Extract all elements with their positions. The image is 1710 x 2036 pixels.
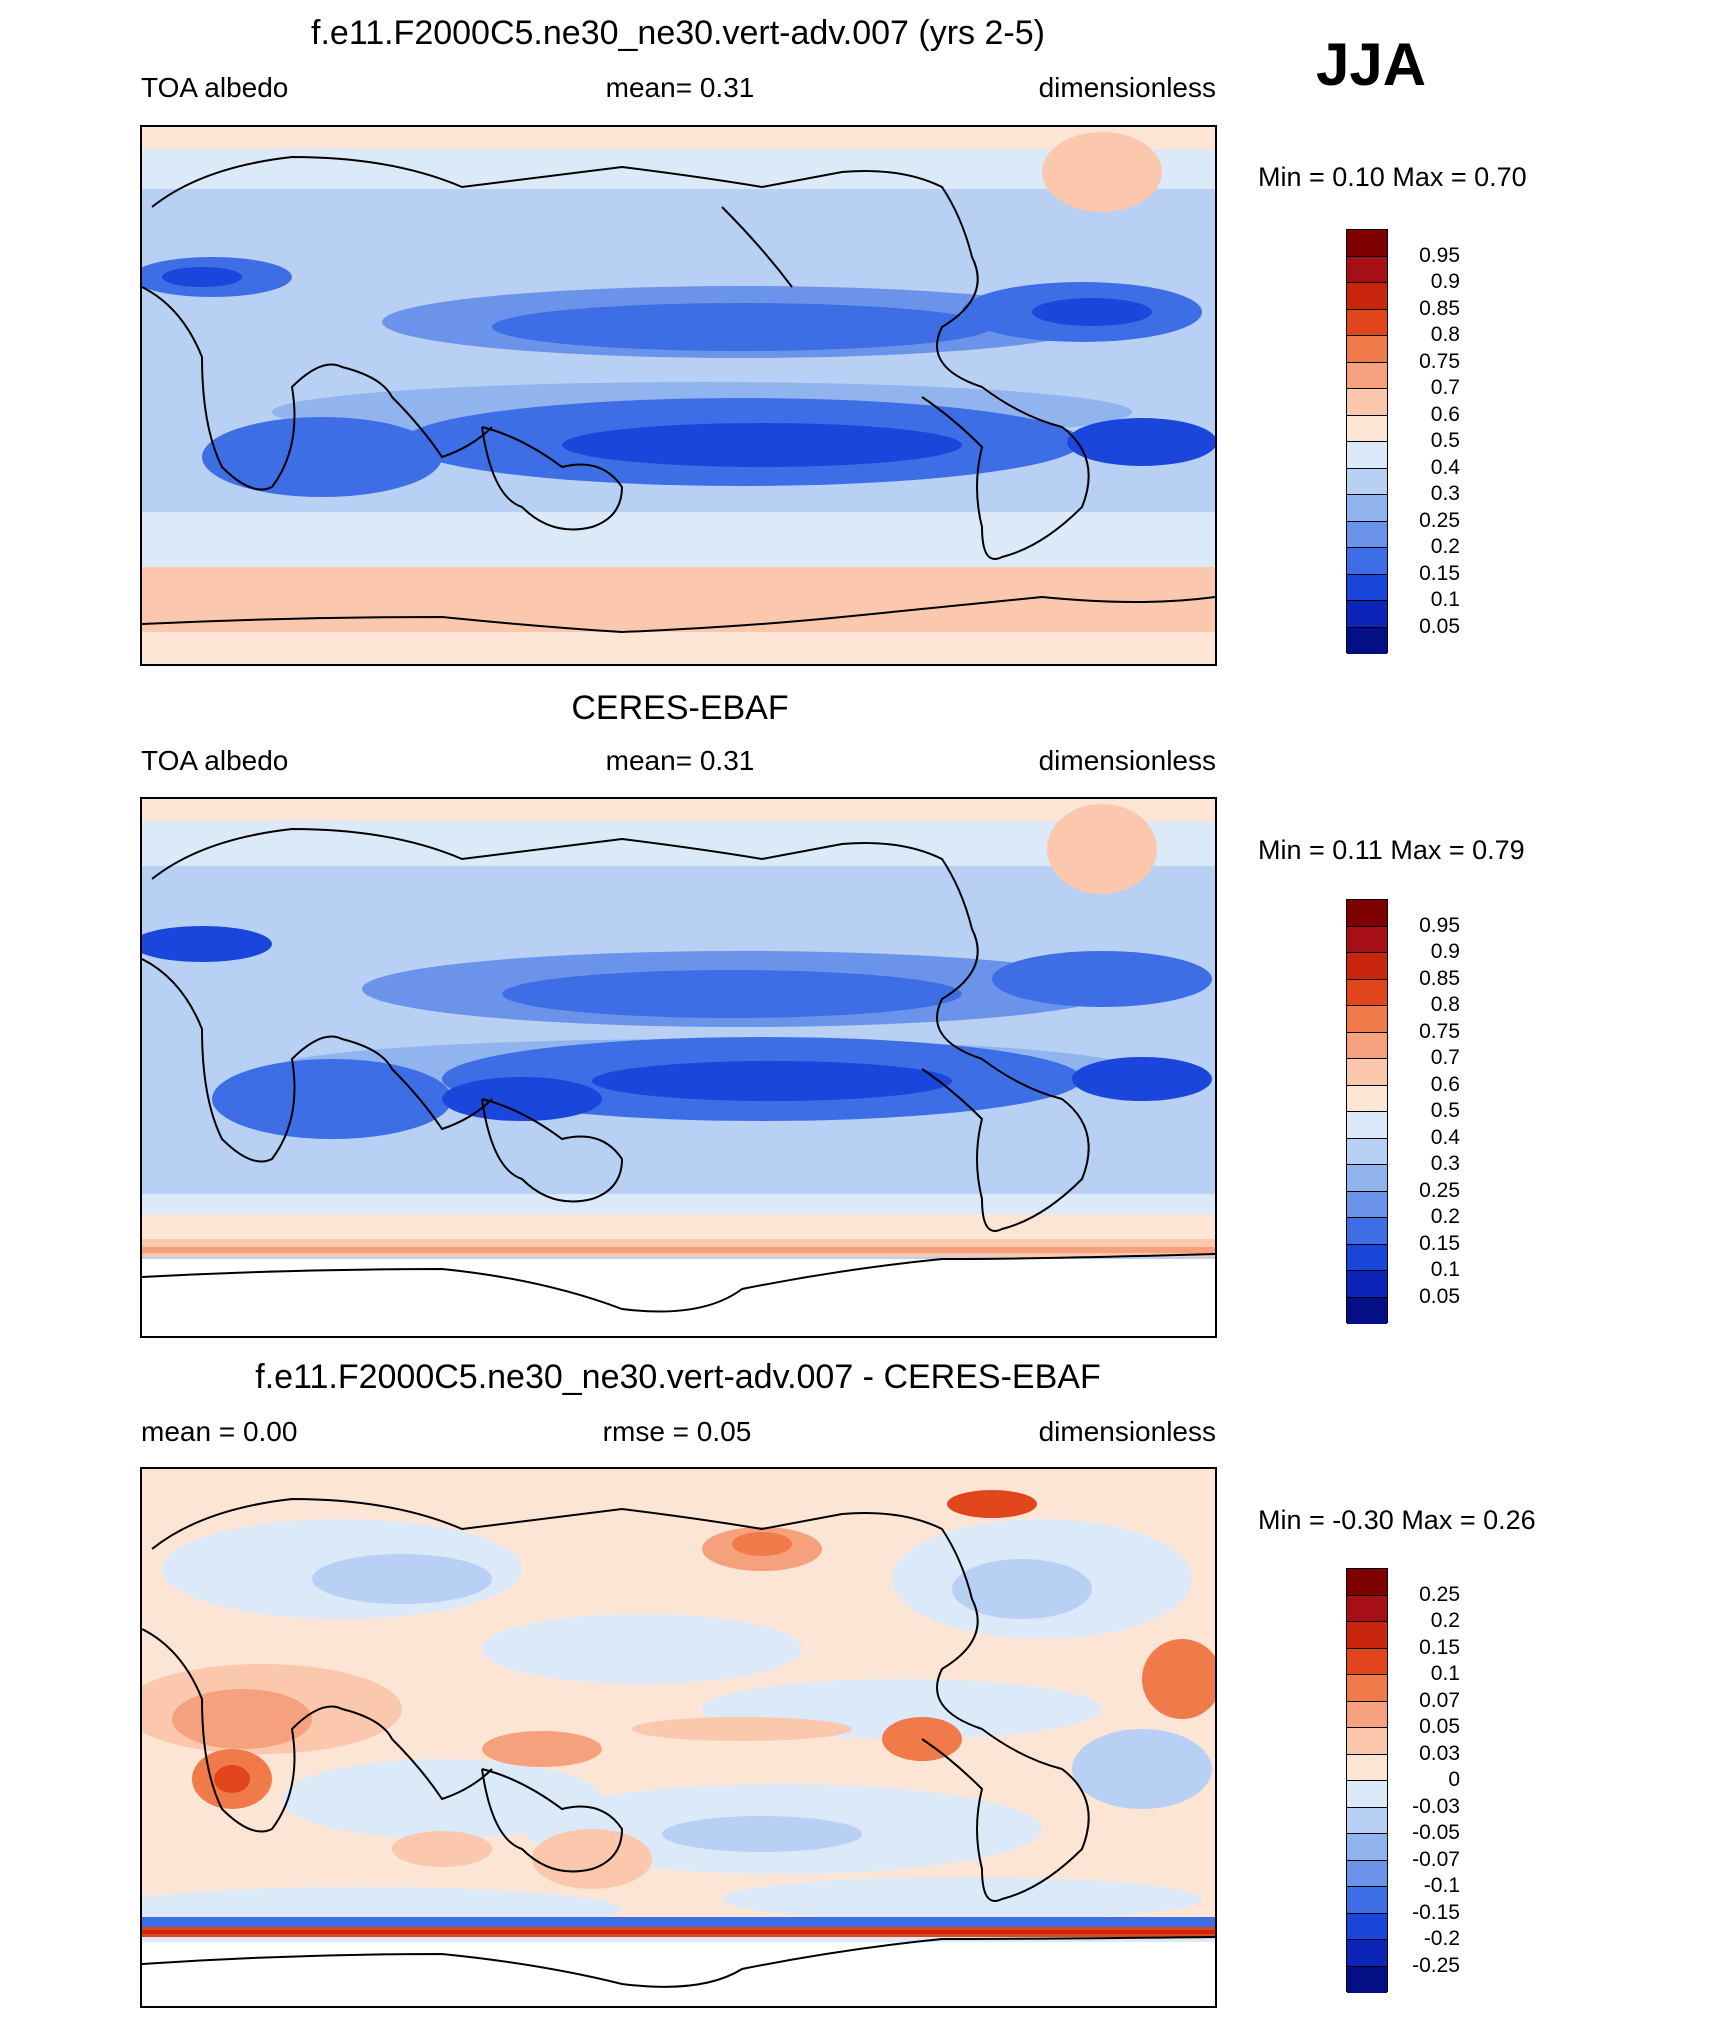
units-label-obs: dimensionless: [1038, 745, 1216, 776]
colorbar-tick-label: 0.75: [1419, 1019, 1460, 1043]
colorbar-tick-label: -0.1: [1423, 1874, 1460, 1897]
colorbar-tick-label: 0.2: [1430, 535, 1460, 558]
variable-label-obs: TOA albedo: [141, 745, 289, 776]
colorbar-tick-label: 0.1: [1430, 1662, 1460, 1685]
colorbar-tick-label: 0.25: [1419, 508, 1460, 532]
colorbar-tick-label: 0.15: [1419, 561, 1460, 585]
colorbar-tick-label: -0.15: [1412, 1900, 1460, 1924]
colorbar-tick-label: 0: [1448, 1768, 1460, 1791]
colorbar-tick-label: -0.2: [1423, 1927, 1460, 1950]
colorbar-labels-diff: 0.25 0.2 0.15 0.1 0.07 0.05 0.03 0 -0.03…: [1400, 1568, 1460, 1992]
colorbar-tick-label: 0.95: [1419, 243, 1460, 267]
mean-label-diff: mean = 0.00: [141, 1416, 298, 1447]
mean-label-model: mean= 0.31: [605, 72, 755, 103]
colorbar-labels-obs: 0.95 0.9 0.85 0.8 0.75 0.7 0.6 0.5 0.4 0…: [1400, 899, 1460, 1323]
colorbar-tick-label: 0.05: [1419, 1284, 1460, 1308]
colorbar-tick-label: 0.3: [1430, 482, 1460, 505]
colorbar-tick-label: 0.03: [1419, 1741, 1460, 1765]
colorbar-tick-label: 0.07: [1419, 1688, 1460, 1712]
colorbar-tick-label: 0.15: [1419, 1231, 1460, 1255]
colorbar-tick-label: 0.3: [1430, 1152, 1460, 1175]
minmax-label-obs: Min = 0.11 Max = 0.79: [1258, 835, 1525, 865]
rmse-label-diff: rmse = 0.05: [602, 1416, 752, 1447]
mean-label-obs: mean= 0.31: [605, 745, 755, 776]
colorbar-tick-label: 0.95: [1419, 913, 1460, 937]
colorbar-tick-label: -0.07: [1412, 1847, 1460, 1871]
colorbar-tick-label: 0.6: [1430, 402, 1460, 426]
colorbar-tick-label: 0.5: [1430, 1099, 1460, 1122]
colorbar-tick-label: 0.25: [1419, 1582, 1460, 1606]
colorbar-tick-label: 0.2: [1430, 1609, 1460, 1632]
panel-title-diff: f.e11.F2000C5.ne30_ne30.vert-adv.007 - C…: [255, 1358, 1101, 1396]
minmax-label-diff: Min = -0.30 Max = 0.26: [1258, 1505, 1536, 1535]
colorbar-tick-label: 0.8: [1430, 323, 1460, 346]
colorbar-tick-label: 0.85: [1419, 296, 1460, 320]
colorbar-tick-label: -0.03: [1412, 1794, 1460, 1818]
colorbar-tick-label: 0.1: [1430, 588, 1460, 611]
colorbar-tick-label: 0.6: [1430, 1072, 1460, 1096]
colorbar-tick-label: 0.8: [1430, 993, 1460, 1016]
colorbar-tick-label: 0.15: [1419, 1635, 1460, 1659]
panel-title-model: f.e11.F2000C5.ne30_ne30.vert-adv.007 (yr…: [311, 14, 1045, 52]
minmax-label-model: Min = 0.10 Max = 0.70: [1258, 162, 1527, 192]
colorbar-tick-label: 0.05: [1419, 614, 1460, 638]
colorbar-obs: [1346, 899, 1388, 1324]
colorbar-tick-label: 0.4: [1430, 1125, 1460, 1149]
colorbar-tick-label: -0.25: [1412, 1953, 1460, 1977]
colorbar-tick-label: 0.1: [1430, 1258, 1460, 1281]
colorbar-tick-label: 0.85: [1419, 966, 1460, 990]
colorbar-tick-label: 0.7: [1430, 376, 1460, 399]
colorbar-tick-label: 0.9: [1430, 270, 1460, 293]
map-difference: [140, 1467, 1217, 2008]
units-label-model: dimensionless: [1038, 72, 1216, 103]
map-model-albedo: [140, 125, 1217, 666]
colorbar-tick-label: -0.05: [1412, 1821, 1460, 1844]
colorbar-tick-label: 0.05: [1419, 1715, 1460, 1738]
panel-title-obs: CERES-EBAF: [571, 689, 789, 727]
colorbar-tick-label: 0.2: [1430, 1205, 1460, 1228]
units-label-diff: dimensionless: [1038, 1416, 1216, 1447]
colorbar-tick-label: 0.7: [1430, 1046, 1460, 1069]
season-label: JJA: [1316, 31, 1427, 98]
colorbar-tick-label: 0.5: [1430, 429, 1460, 452]
colorbar-model: [1346, 229, 1388, 654]
colorbar-tick-label: 0.75: [1419, 349, 1460, 373]
colorbar-labels-model: 0.95 0.9 0.85 0.8 0.75 0.7 0.6 0.5 0.4 0…: [1400, 229, 1460, 653]
map-obs-albedo: [140, 797, 1217, 1338]
colorbar-tick-label: 0.25: [1419, 1178, 1460, 1202]
variable-label-model: TOA albedo: [141, 72, 289, 103]
colorbar-tick-label: 0.9: [1430, 940, 1460, 963]
colorbar-diff: [1346, 1568, 1388, 1993]
colorbar-tick-label: 0.4: [1430, 455, 1460, 479]
